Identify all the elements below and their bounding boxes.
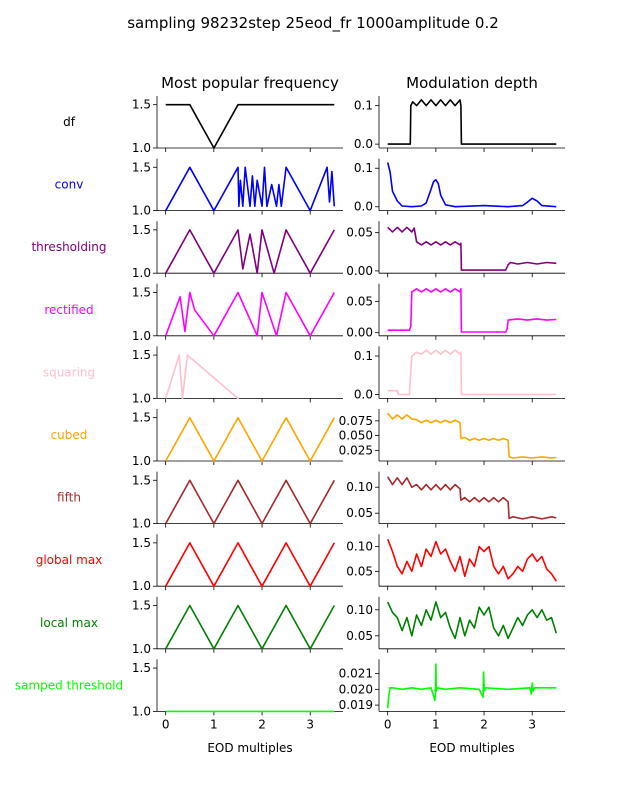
y-tick-label: 0.0: [354, 200, 373, 214]
x-tick-label: 3: [306, 717, 314, 731]
x-tick-label: 2: [258, 717, 266, 731]
y-tick-label: 0.1: [354, 99, 373, 113]
y-tick-label: 1.5: [132, 160, 151, 174]
row-label: fifth: [57, 491, 81, 505]
y-tick-label: 0.075: [339, 414, 373, 428]
y-tick-label: 1.0: [132, 141, 151, 155]
y-tick-label: 0.05: [346, 226, 373, 240]
y-tick-label: 0.00: [346, 326, 373, 340]
y-tick-label: 1.5: [132, 348, 151, 362]
y-tick-label: 0.05: [346, 564, 373, 578]
series-line-depth: [387, 99, 557, 145]
y-tick-label: 1.0: [132, 517, 151, 531]
series-line-depth: [386, 538, 557, 582]
y-tick-label: 1.0: [132, 579, 151, 593]
x-tick-label: 1: [210, 717, 218, 731]
y-tick-label: 1.5: [132, 223, 151, 237]
y-tick-label: 0.0: [354, 137, 373, 151]
series-line-freq: [164, 354, 239, 400]
x-tick-label: 3: [528, 717, 536, 731]
y-tick-label: 0.025: [339, 443, 373, 457]
series-line-depth: [386, 162, 557, 208]
row-label: global max: [36, 553, 103, 567]
series-line-freq: [165, 166, 336, 212]
y-tick-label: 1.5: [132, 98, 151, 112]
subplot-grid: df 1.0 1.5 0.0 0.1 conv 1.0 1.5 0.0 0.1 thresholdi…: [15, 96, 565, 731]
series-line-depth: [387, 226, 557, 271]
series-line-freq: [165, 229, 335, 275]
y-tick-label: 0.05: [346, 506, 373, 520]
y-tick-label: 0.10: [346, 603, 373, 617]
y-tick-label: 1.0: [132, 642, 151, 656]
x-axis-label-depth: EOD multiples: [429, 741, 514, 755]
y-tick-label: 0.021: [339, 667, 373, 681]
y-tick-label: 0.05: [346, 629, 373, 643]
y-tick-label: 0.10: [346, 480, 373, 494]
row-label: cubed: [51, 428, 88, 442]
y-tick-label: 0.050: [339, 429, 373, 443]
row-label: rectified: [44, 303, 93, 317]
row-label: thresholding: [31, 240, 106, 254]
series-line-freq: [165, 416, 335, 462]
y-tick-label: 1.5: [132, 285, 151, 299]
x-tick-label: 0: [384, 717, 392, 731]
y-tick-label: 0.05: [346, 294, 373, 308]
y-tick-label: 1.0: [132, 204, 151, 218]
figure-title: sampling 98232step 25eod_fr 1000amplitud…: [127, 14, 499, 33]
series-line-depth: [386, 601, 558, 640]
y-tick-label: 0.1: [354, 161, 373, 175]
y-tick-label: 0.019: [339, 698, 373, 712]
y-tick-label: 1.0: [132, 704, 151, 718]
series-line-depth: [387, 287, 557, 333]
y-tick-label: 0.020: [339, 682, 373, 696]
y-tick-label: 0.1: [354, 349, 373, 363]
y-tick-label: 1.5: [132, 536, 151, 550]
y-tick-label: 1.0: [132, 391, 151, 405]
x-tick-label: 2: [480, 717, 488, 731]
y-tick-label: 1.0: [132, 454, 151, 468]
series-line-depth: [387, 476, 557, 520]
row-label: samped threshold: [15, 678, 123, 692]
y-tick-label: 1.5: [132, 661, 151, 675]
y-tick-label: 1.5: [132, 411, 151, 425]
y-tick-label: 0.00: [346, 264, 373, 278]
series-line-freq: [165, 604, 335, 650]
row-label: local max: [40, 616, 98, 630]
series-line-depth: [387, 412, 557, 459]
x-tick-label: 0: [162, 717, 170, 731]
row-label: squaring: [43, 365, 95, 379]
y-tick-label: 1.5: [132, 598, 151, 612]
series-line-freq: [164, 291, 335, 337]
series-line-depth: [387, 349, 557, 396]
row-label: conv: [55, 178, 84, 192]
y-tick-label: 1.0: [132, 266, 151, 280]
series-line-freq: [165, 542, 335, 588]
y-tick-label: 0.10: [346, 540, 373, 554]
y-tick-label: 1.5: [132, 473, 151, 487]
series-line-depth: [386, 663, 557, 709]
y-tick-label: 0.0: [354, 388, 373, 402]
column-title-depth: Modulation depth: [406, 74, 538, 92]
column-title-frequency: Most popular frequency: [161, 74, 339, 92]
series-line-freq: [165, 479, 335, 525]
x-axis-label-frequency: EOD multiples: [207, 741, 292, 755]
series-line-freq: [165, 103, 335, 149]
row-label: df: [63, 115, 76, 129]
x-tick-label: 1: [432, 717, 440, 731]
y-tick-label: 1.0: [132, 329, 151, 343]
